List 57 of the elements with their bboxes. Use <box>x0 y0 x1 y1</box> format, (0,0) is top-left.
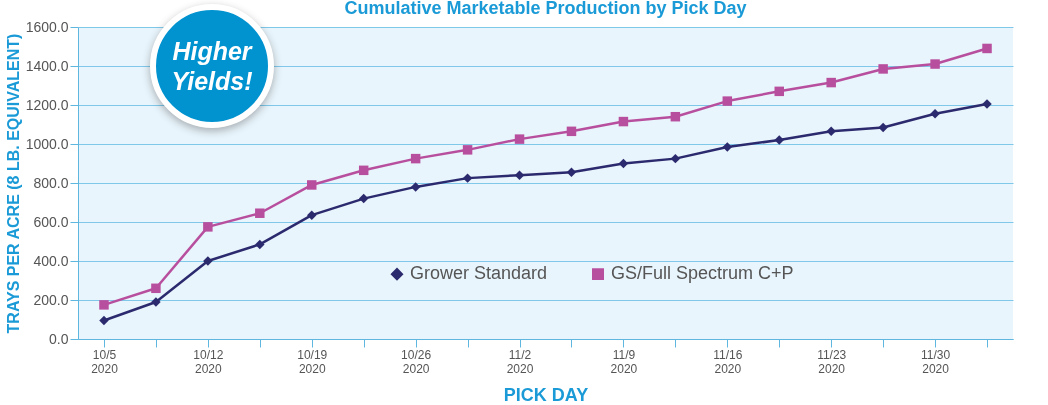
legend-label: Grower Standard <box>410 263 548 284</box>
point <box>826 77 836 88</box>
y-tick-label: 1400.0 <box>25 57 69 74</box>
point <box>930 59 940 69</box>
chart-title: Cumulative Marketable Production by Pick Day <box>344 0 747 18</box>
point <box>99 300 109 310</box>
point <box>566 167 577 178</box>
point <box>618 158 629 169</box>
y-tick-label: 800.0 <box>33 174 69 191</box>
annotation: Higher Yields! <box>171 36 253 96</box>
x-tick-label: 11/23 2020 <box>817 347 847 376</box>
x-tick-label: 10/19 2020 <box>297 347 328 376</box>
point <box>774 135 784 145</box>
x-tick-label: 10/12 2020 <box>193 347 224 376</box>
point <box>203 222 213 232</box>
x-tick-label: 10/26 2020 <box>401 347 432 376</box>
point <box>255 239 265 250</box>
point <box>410 153 421 164</box>
point <box>462 173 473 183</box>
x-tick-label: 11/9 2020 <box>610 347 638 376</box>
y-tick-label: 600.0 <box>33 213 69 230</box>
point <box>410 182 421 192</box>
point <box>358 165 369 176</box>
y-tick-label: 200.0 <box>33 291 69 308</box>
point <box>566 126 577 137</box>
y-tick-label: 1200.0 <box>25 96 69 113</box>
point <box>878 122 888 133</box>
legend-label: GS/Full Spectrum C+P <box>611 263 794 284</box>
y-axis-title: TRAYS PER ACRE (8 LB. EQUIVALENT) <box>4 33 22 334</box>
y-tick-label: 1000.0 <box>25 135 69 152</box>
point <box>670 111 681 122</box>
point <box>358 193 369 204</box>
x-tick-label: 10/5 2020 <box>91 347 119 376</box>
point <box>982 43 992 54</box>
point <box>307 180 317 190</box>
point <box>99 315 109 326</box>
x-axis-title: PICK DAY <box>503 384 589 405</box>
point <box>151 283 161 294</box>
point <box>930 109 940 119</box>
x-tick-label: 11/2 2020 <box>506 347 534 376</box>
point <box>307 210 317 220</box>
y-tick-label: 1600.0 <box>25 18 69 35</box>
point <box>722 142 733 152</box>
point <box>514 134 525 144</box>
point <box>774 86 784 97</box>
y-tick-label: 400.0 <box>33 252 69 269</box>
point <box>826 126 836 137</box>
x-tick-label: 11/16 2020 <box>713 347 743 376</box>
point <box>878 64 888 74</box>
point <box>462 145 473 155</box>
point <box>618 116 629 127</box>
y-tick-label: 0.0 <box>49 330 69 347</box>
point <box>255 208 265 218</box>
point <box>514 170 525 180</box>
point <box>722 96 733 106</box>
point <box>670 153 681 164</box>
x-tick-label: 11/30 2020 <box>921 347 951 376</box>
